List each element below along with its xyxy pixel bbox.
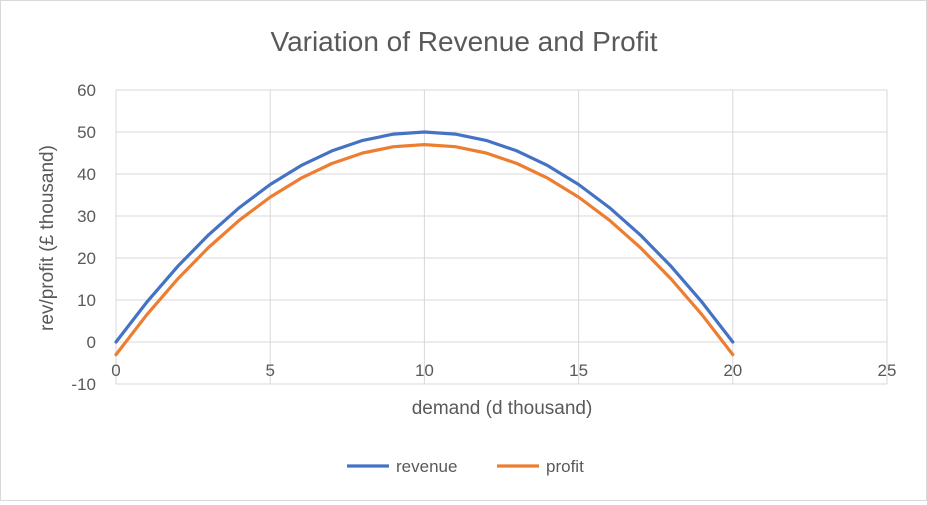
legend: revenue profit xyxy=(347,457,584,476)
y-tick-label: -10 xyxy=(71,375,96,394)
chart-title: Variation of Revenue and Profit xyxy=(270,26,657,57)
y-tick-label: 30 xyxy=(77,207,96,226)
gridlines xyxy=(115,89,888,385)
x-tick-label: 10 xyxy=(415,361,434,380)
series-lines xyxy=(114,130,735,357)
y-tick-label: 10 xyxy=(77,291,96,310)
x-tick-label: 15 xyxy=(569,361,588,380)
x-axis-label: demand (d thousand) xyxy=(412,398,593,419)
y-axis-label: rev/profit (£ thousand) xyxy=(37,145,58,331)
x-tick-label: 0 xyxy=(111,361,120,380)
y-tick-label: 50 xyxy=(77,123,96,142)
y-tick-label: 0 xyxy=(87,333,96,352)
y-tick-label: 20 xyxy=(77,249,96,268)
x-tick-label: 20 xyxy=(723,361,742,380)
legend-label-profit: profit xyxy=(546,457,584,476)
legend-label-revenue: revenue xyxy=(396,457,457,476)
series-line-profit xyxy=(114,143,735,357)
tick-labels: -10 0 10 20 30 40 50 60 0 5 10 15 20 25 xyxy=(71,81,896,394)
y-tick-label: 40 xyxy=(77,165,96,184)
y-tick-label: 60 xyxy=(77,81,96,100)
x-tick-label: 5 xyxy=(265,361,274,380)
series-line-revenue xyxy=(114,130,735,344)
x-tick-label: 25 xyxy=(878,361,897,380)
